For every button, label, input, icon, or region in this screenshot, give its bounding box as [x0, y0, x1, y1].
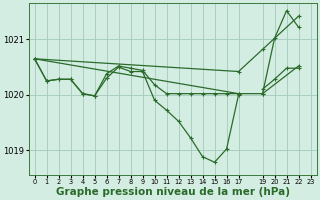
X-axis label: Graphe pression niveau de la mer (hPa): Graphe pression niveau de la mer (hPa) [56, 187, 290, 197]
